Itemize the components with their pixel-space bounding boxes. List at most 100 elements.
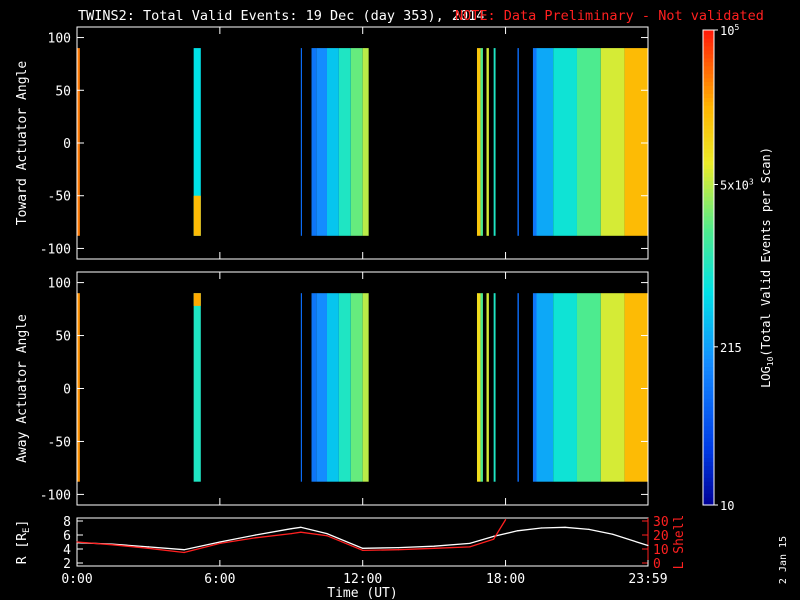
colorbar-step: [703, 45, 714, 51]
data-band: [480, 48, 483, 236]
orbit-left-label: R [RE]: [15, 520, 32, 565]
colorbar-step: [703, 398, 714, 403]
colorbar-tick-label: 105: [720, 23, 739, 38]
colorbar-step: [703, 192, 714, 197]
colorbar-step: [703, 449, 714, 455]
orbit-point: [397, 549, 400, 551]
colorbar-step: [703, 378, 714, 383]
colorbar-step: [703, 164, 714, 170]
colorbar-step: [703, 37, 714, 43]
orbit-point: [469, 546, 471, 548]
y-tick-label: 100: [48, 277, 71, 292]
colorbar-step: [703, 231, 714, 237]
y-tick-label: 100: [48, 32, 71, 47]
colorbar-step: [703, 445, 714, 451]
orbit-point: [564, 526, 566, 528]
colorbar-step: [703, 275, 714, 280]
colorbar-step: [703, 390, 714, 395]
colorbar-step: [703, 239, 714, 245]
colorbar-step: [703, 469, 714, 474]
orbit-frame: [76, 517, 649, 567]
heatmap-panel-1: 100 50 0 -50 -100 Toward Actuator Angle: [15, 26, 649, 260]
colorbar-step: [703, 334, 714, 340]
chart-title: TWINS2: Total Valid Events: 19 Dec (day …: [78, 8, 484, 24]
orbit-point: [516, 530, 519, 532]
orbit-point: [362, 547, 364, 549]
colorbar-step: [703, 216, 714, 221]
x-tick-label: 0:00: [61, 572, 92, 587]
colorbar-step: [703, 77, 714, 83]
colorbar-step: [703, 128, 714, 134]
data-band: [517, 48, 519, 236]
orbit-point: [362, 549, 364, 552]
data-band: [300, 293, 303, 482]
y-tick-label: -50: [48, 190, 71, 205]
colorbar-step: [703, 109, 714, 114]
y-axis-label: Toward Actuator Angle: [15, 61, 30, 226]
colorbar-step: [703, 184, 714, 189]
orbit-point: [219, 541, 221, 543]
colorbar-step: [703, 152, 714, 158]
orbit-point: [219, 542, 221, 545]
colorbar-step: [703, 105, 714, 110]
colorbar-step: [703, 168, 714, 174]
left-tick-label: 8: [63, 515, 71, 530]
colorbar-step: [703, 200, 714, 205]
data-band: [553, 293, 577, 482]
colorbar-step: [703, 140, 714, 146]
panels: 100 50 0 -50 -100 Toward Actuator Angle 100 50 0…: [15, 26, 649, 506]
colorbar-step: [703, 318, 714, 324]
colorbar-step: [703, 85, 714, 90]
colorbar-step: [703, 65, 714, 71]
x-tick-label: 6:00: [204, 572, 235, 587]
colorbar-step: [703, 212, 714, 217]
right-tick-label: 10: [653, 543, 669, 558]
orbit-point: [254, 534, 257, 536]
colorbar-step: [703, 326, 714, 332]
preliminary-note: NOTE: Data Preliminary - Not validated: [455, 8, 764, 24]
labels: TWINS2: Total Valid Events: 19 Dec (day …: [78, 8, 789, 584]
colorbar-step: [703, 493, 714, 498]
y-tick-label: 0: [63, 137, 71, 152]
colorbar-step: [703, 235, 714, 241]
data-band: [536, 293, 554, 482]
colorbar-step: [703, 429, 714, 435]
colorbar-step: [703, 117, 714, 122]
colorbar-step: [703, 97, 714, 102]
colorbar-step: [703, 69, 714, 75]
orbit-line-1: [76, 526, 649, 551]
colorbar-step: [703, 101, 714, 106]
colorbar-step: [703, 53, 714, 59]
orbit-point: [290, 528, 292, 530]
colorbar-step: [703, 30, 714, 35]
colorbar: 105 5x103 215 10 LOG10(Total Valid Events pe…: [702, 23, 775, 513]
y-tick-label: 50: [55, 84, 71, 99]
data-band: [362, 48, 369, 236]
colorbar-step: [703, 489, 714, 494]
colorbar-step: [703, 61, 714, 67]
colorbar-step: [703, 73, 714, 79]
colorbar-step: [703, 394, 714, 399]
colorbar-step: [703, 283, 714, 288]
data-band: [326, 293, 339, 482]
orbit-point: [326, 535, 328, 537]
colorbar-step: [703, 180, 714, 185]
colorbar-step: [703, 441, 714, 447]
data-band: [77, 48, 80, 236]
colorbar-step: [703, 307, 714, 312]
right-tick-label: 30: [653, 515, 669, 530]
colorbar-step: [703, 425, 714, 431]
colorbar-step: [703, 417, 714, 423]
data-band: [486, 48, 489, 236]
colorbar-step: [703, 93, 714, 98]
colorbar-step: [703, 461, 714, 467]
data-band: [480, 293, 483, 482]
data-band: [532, 293, 537, 482]
data-band: [600, 48, 625, 236]
colorbar-step: [703, 89, 714, 94]
colorbar-step: [703, 41, 714, 47]
orbit-point: [493, 535, 495, 538]
colorbar-step: [703, 315, 714, 320]
orbit-point: [504, 519, 507, 521]
